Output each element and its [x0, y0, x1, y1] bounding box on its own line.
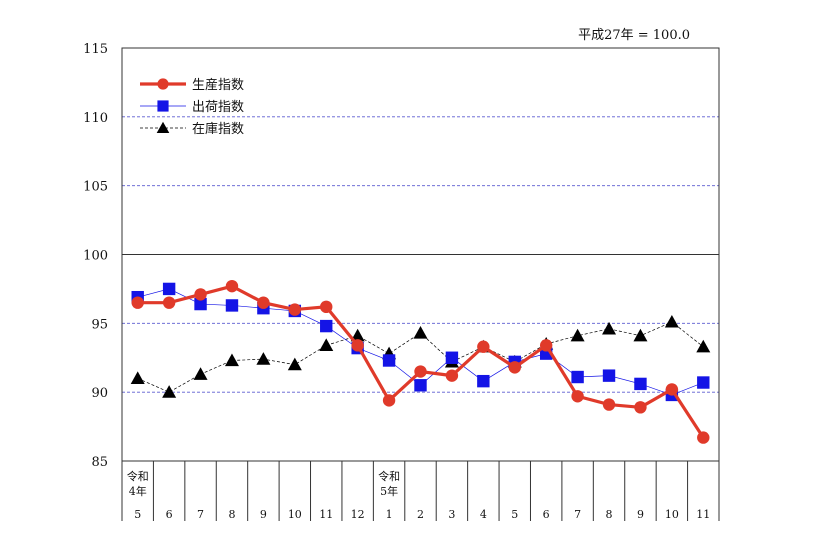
data-point-production [320, 300, 333, 314]
data-point-production [162, 296, 176, 309]
x-tick-label: 6 [543, 508, 550, 521]
x-tick-label: 4 [480, 508, 487, 521]
x-tick-label: 1 [386, 508, 393, 521]
data-point-production [539, 339, 553, 352]
data-point-inventory [570, 328, 585, 342]
legend-item: 在庫指数 [140, 121, 244, 137]
x-tick-label: 5 [511, 508, 518, 521]
data-point-production [571, 390, 584, 403]
x-tick-label: 10 [288, 508, 302, 521]
data-point-shipment [382, 354, 396, 367]
data-point-inventory [287, 357, 302, 371]
legend-label: 在庫指数 [192, 122, 244, 137]
data-point-inventory [413, 325, 428, 339]
series-lines [130, 279, 711, 444]
x-tick-label: 5 [134, 508, 141, 521]
y-tick-label: 105 [83, 180, 108, 195]
data-point-shipment [634, 377, 647, 391]
data-point-inventory [224, 353, 239, 367]
data-point-production [445, 369, 459, 382]
data-point-inventory [602, 321, 617, 335]
x-tick-label: 9 [637, 508, 644, 521]
data-point-inventory [156, 121, 170, 134]
data-point-production [288, 303, 302, 316]
data-point-production [257, 296, 270, 309]
y-axis: 85 90 95 100 105 110 115 [83, 42, 108, 470]
y-tick-label: 90 [91, 386, 108, 401]
data-point-production [157, 78, 169, 90]
x-tick-label: 6 [166, 508, 173, 521]
data-point-production [382, 394, 396, 407]
data-point-production [131, 296, 144, 309]
x-era-label: 4年 [129, 484, 147, 498]
data-point-production [665, 383, 679, 396]
data-point-shipment [162, 282, 176, 296]
data-point-production [351, 339, 364, 352]
data-point-shipment [194, 297, 207, 311]
data-point-shipment [445, 351, 459, 364]
data-point-production [697, 431, 710, 444]
x-tick-label: 2 [417, 508, 424, 521]
x-tick-label: 11 [319, 508, 333, 521]
series-production [131, 279, 710, 444]
data-point-production [634, 401, 647, 414]
data-point-inventory [664, 314, 679, 328]
x-tick-label: 8 [228, 508, 235, 521]
data-point-production [225, 279, 239, 293]
data-point-inventory [162, 385, 177, 398]
x-tick-label: 12 [351, 508, 365, 521]
y-tick-label: 85 [91, 455, 108, 470]
data-point-inventory [633, 328, 648, 342]
x-tick-label: 3 [448, 508, 455, 521]
data-point-inventory [193, 367, 208, 380]
plot-frame [121, 47, 720, 462]
data-point-inventory [350, 328, 365, 342]
series-shipment [131, 282, 710, 402]
y-tick-label: 115 [83, 42, 108, 57]
data-point-production [194, 288, 207, 301]
data-point-production [414, 365, 427, 378]
x-tick-label: 7 [197, 508, 204, 521]
data-point-inventory [130, 371, 145, 384]
data-point-shipment [157, 100, 169, 112]
series-line [137, 288, 704, 396]
data-point-shipment [697, 376, 710, 389]
legend-label: 生産指数 [192, 77, 244, 93]
y-tick-label: 100 [83, 249, 108, 264]
x-era-label: 5年 [380, 484, 398, 498]
data-point-shipment [571, 370, 584, 384]
x-tick-label: 7 [574, 508, 581, 521]
data-point-production [508, 361, 521, 374]
x-tick-label: 11 [696, 508, 710, 521]
y-tick-label: 95 [91, 317, 108, 332]
x-era-label: 令和 [378, 469, 400, 483]
legend-label: 出荷指数 [192, 100, 244, 115]
data-point-shipment [602, 369, 616, 382]
x-era-label: 令和 [127, 469, 149, 483]
base-year-note: 平成27年 = 100.0 [578, 28, 690, 43]
x-tick-label: 8 [606, 508, 613, 521]
data-point-production [602, 398, 616, 411]
x-tick-label: 10 [665, 508, 679, 521]
data-point-shipment [414, 379, 427, 392]
gridlines [122, 116, 719, 393]
x-tick-label: 9 [260, 508, 267, 521]
y-tick-label: 110 [83, 111, 108, 126]
series-line [137, 284, 705, 439]
data-point-inventory [319, 338, 334, 351]
data-point-inventory [696, 339, 711, 353]
legend-item: 生産指数 [140, 77, 244, 93]
legend-item: 出荷指数 [140, 100, 244, 115]
data-point-shipment [477, 374, 490, 388]
data-point-shipment [320, 319, 333, 333]
data-point-shipment [225, 299, 239, 312]
data-point-production [477, 340, 490, 353]
data-point-inventory [256, 352, 271, 365]
